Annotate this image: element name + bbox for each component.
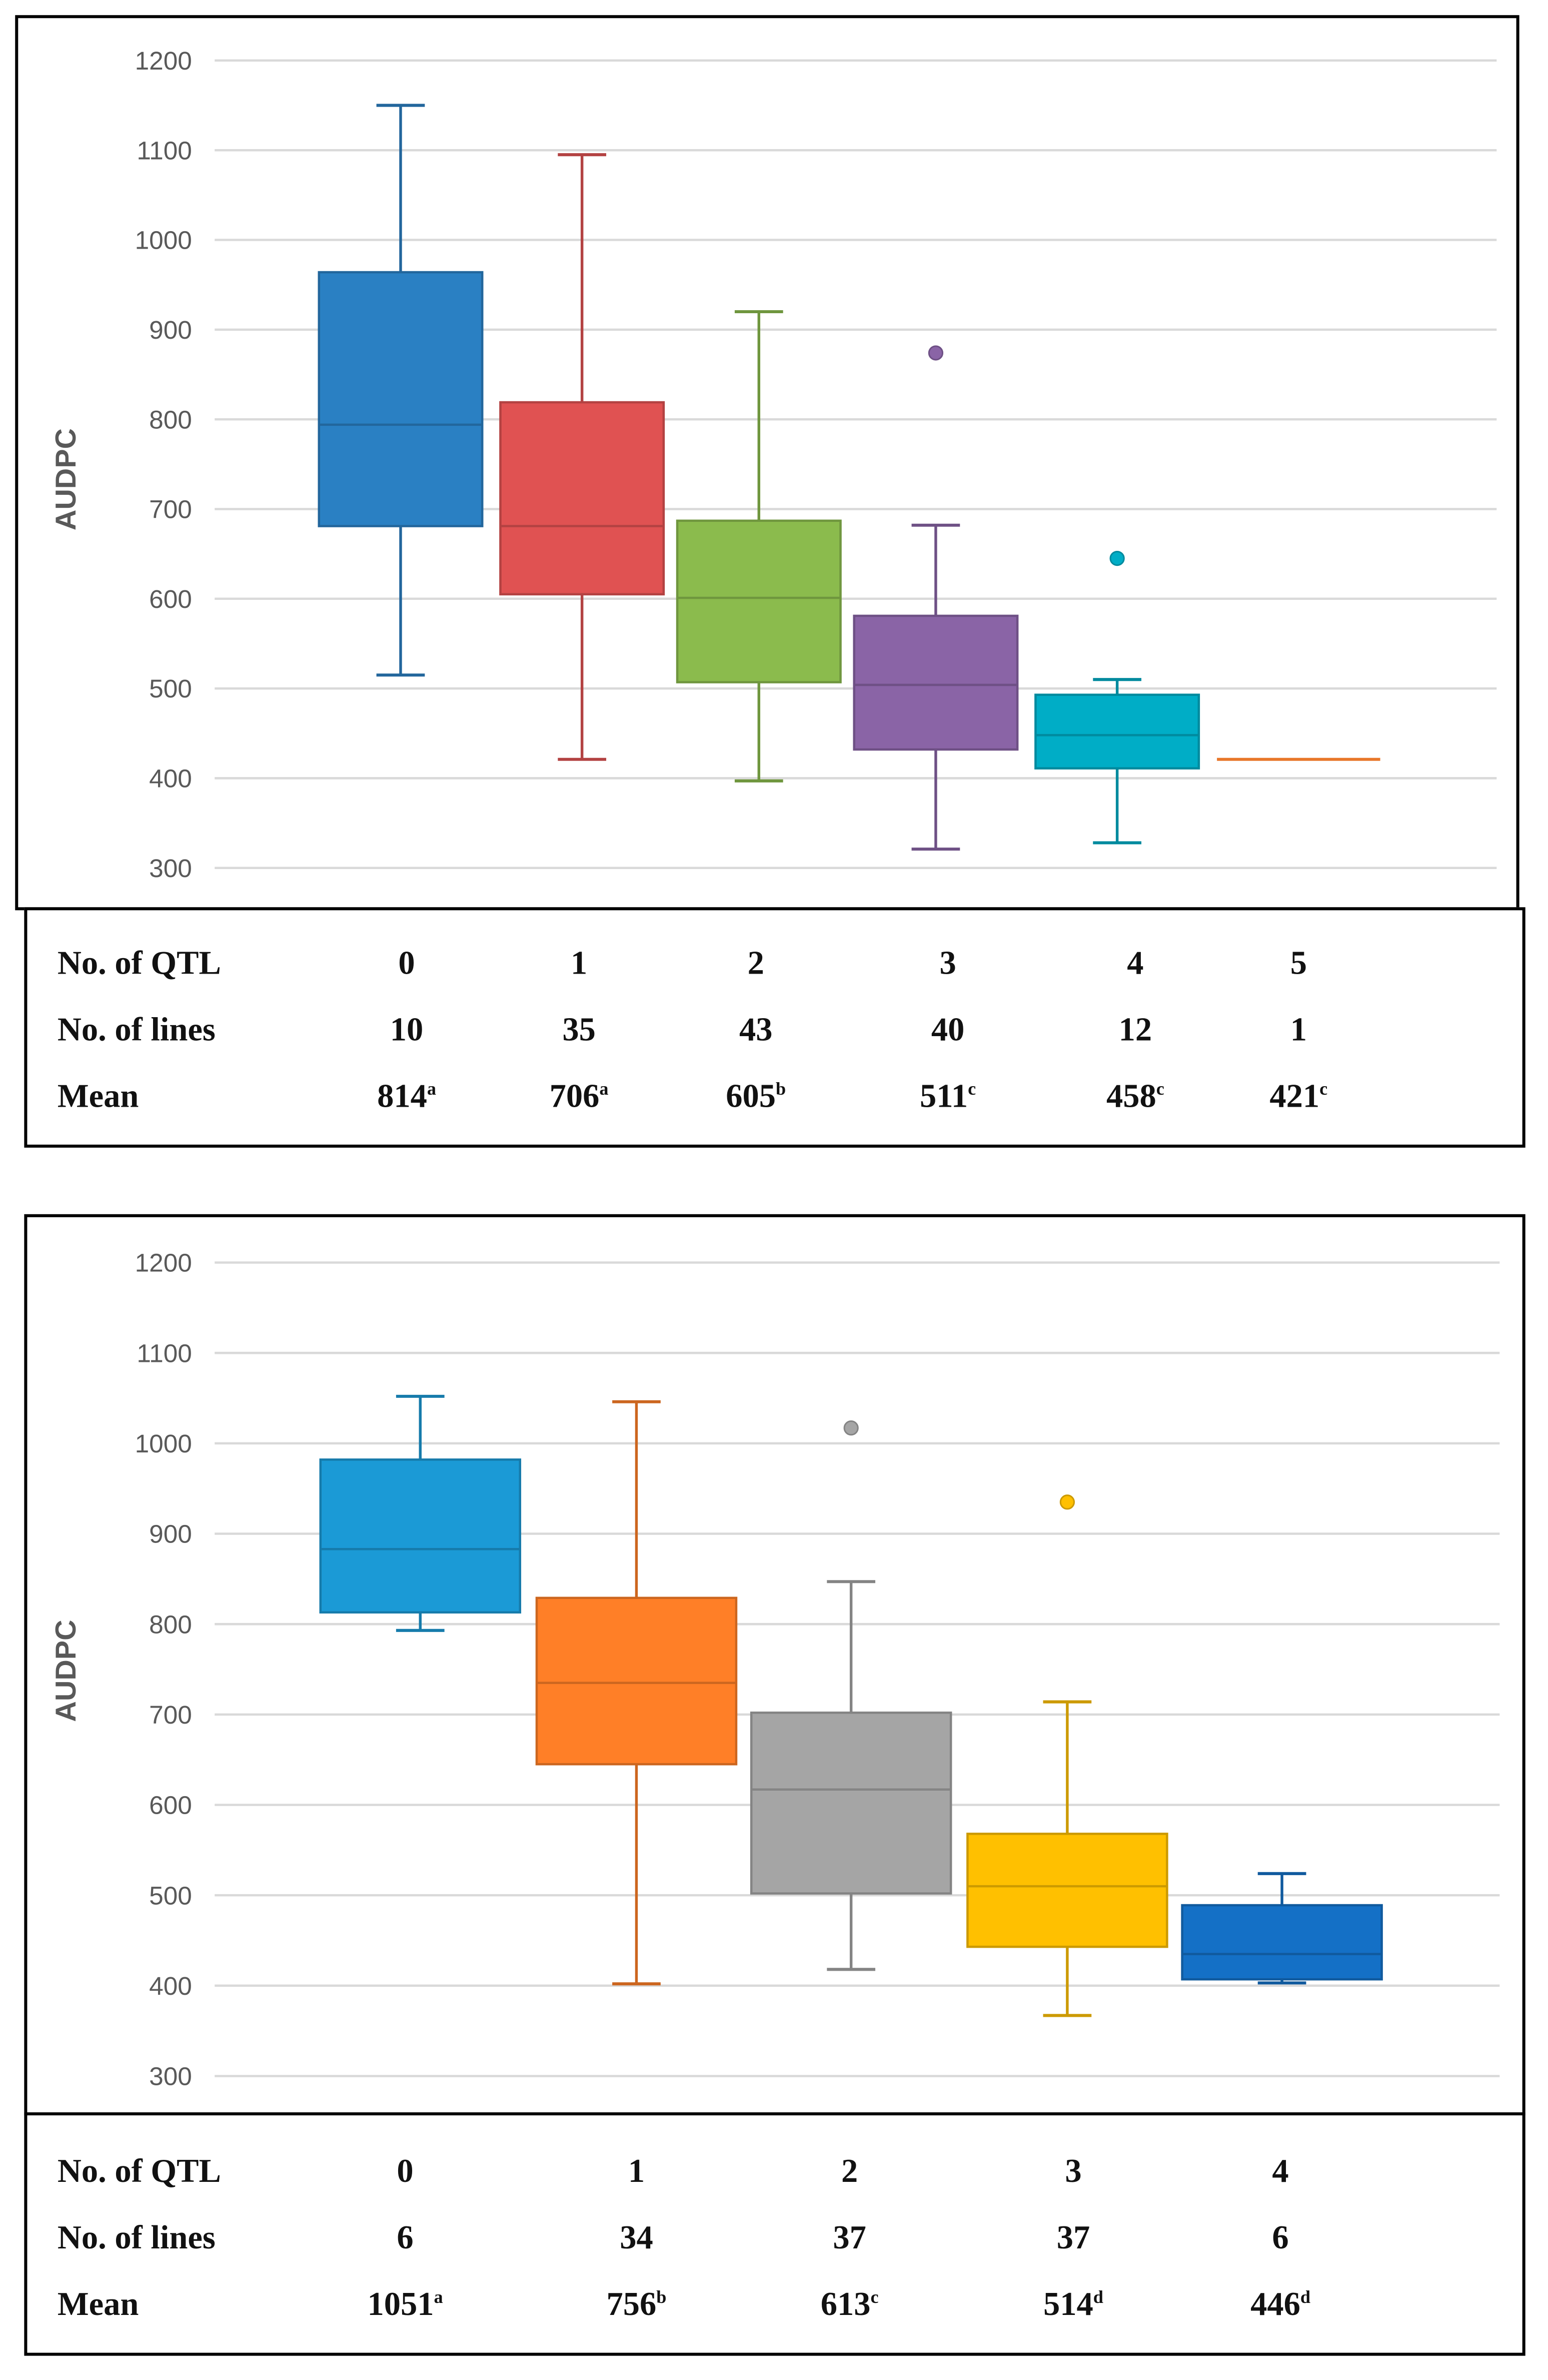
- mean-cell: 446d: [1250, 2284, 1311, 2323]
- y-tick-label: 800: [149, 405, 192, 434]
- mean-cell: 511c: [920, 1076, 976, 1115]
- lines-count-cell: 10: [390, 1010, 424, 1048]
- lines-count-cell: 6: [1272, 2218, 1289, 2256]
- y-tick-label: 1100: [137, 1338, 192, 1367]
- box-4: [1034, 693, 1200, 769]
- row-label: Mean: [57, 1076, 139, 1115]
- lines-count-cell: 43: [739, 1010, 773, 1048]
- box-3: [853, 614, 1019, 751]
- lines-count-cell: 1: [1290, 1010, 1307, 1048]
- significance-letter: b: [776, 1078, 786, 1100]
- significance-letter: a: [599, 1078, 609, 1100]
- box-4: [1181, 1904, 1383, 1981]
- significance-letter: c: [870, 2286, 879, 2307]
- significance-letter: a: [427, 1078, 436, 1100]
- y-tick-label: 400: [149, 1971, 192, 2000]
- mean-cell: 605b: [726, 1076, 786, 1115]
- qtl-count-cell: 3: [1065, 2151, 1082, 2190]
- chart-panel-2: 300 400 500 600 700 800 900 1000 1100 1200 AUDPC: [24, 1214, 1525, 2116]
- qtl-count-cell: 4: [1272, 2151, 1289, 2190]
- mean-cell: 421c: [1269, 1076, 1328, 1115]
- y-tick-label: 900: [149, 1519, 192, 1548]
- qtl-count-cell: 4: [1127, 943, 1144, 982]
- significance-letter: c: [1319, 1078, 1328, 1100]
- mean-cell: 706a: [549, 1076, 609, 1115]
- qtl-count-cell: 0: [397, 2151, 414, 2190]
- outlier-point-2: [843, 1420, 859, 1436]
- y-tick-label: 700: [149, 495, 192, 524]
- y-tick-label: 600: [149, 1791, 192, 1820]
- qtl-count-cell: 3: [939, 943, 956, 982]
- significance-letter: d: [1300, 2286, 1311, 2307]
- lines-count-cell: 6: [397, 2218, 414, 2256]
- y-axis-title: AUDPC: [50, 1620, 82, 1722]
- outlier-point-3: [928, 345, 944, 361]
- box-1: [535, 1597, 738, 1766]
- qtl-count-cell: 5: [1290, 943, 1307, 982]
- y-tick-label: 900: [149, 315, 192, 344]
- y-tick-label: 500: [149, 674, 192, 703]
- mean-cell: 814a: [377, 1076, 436, 1115]
- lines-count-cell: 37: [1056, 2218, 1090, 2256]
- box-0: [318, 271, 484, 527]
- y-tick-label: 500: [149, 1881, 192, 1910]
- boxplot-chart-2: 300 400 500 600 700 800 900 1000 1100 1200 AUDPC: [50, 1248, 1500, 2091]
- row-label: Mean: [57, 2284, 139, 2323]
- lines-count-cell: 35: [562, 1010, 596, 1048]
- y-tick-label: 1200: [135, 46, 192, 75]
- significance-letter: c: [968, 1078, 976, 1100]
- box-2: [750, 1711, 952, 1895]
- lines-count-cell: 12: [1118, 1010, 1152, 1048]
- row-label: No. of QTL: [57, 943, 221, 982]
- qtl-count-cell: 1: [628, 2151, 645, 2190]
- significance-letter: c: [1156, 1078, 1164, 1100]
- lines-count-cell: 37: [833, 2218, 866, 2256]
- y-axis-title: AUDPC: [50, 428, 82, 530]
- y-tick-label: 1000: [135, 1429, 192, 1458]
- significance-letter: b: [656, 2286, 667, 2307]
- row-label: No. of lines: [57, 2218, 216, 2256]
- qtl-count-cell: 2: [747, 943, 764, 982]
- outlier-point-3: [1059, 1494, 1075, 1510]
- significance-letter: d: [1093, 2286, 1103, 2307]
- table-panel-1: No. of QTL No. of lines Mean 0 1 2 3 4 5 10 35 43 40…: [24, 907, 1525, 1148]
- significance-letter: a: [434, 2286, 443, 2307]
- qtl-count-cell: 2: [841, 2151, 858, 2190]
- row-label: No. of lines: [57, 1010, 216, 1048]
- mean-cell: 514d: [1043, 2284, 1103, 2323]
- y-tick-label: 600: [149, 584, 192, 613]
- y-tick-label: 700: [149, 1700, 192, 1729]
- lines-count-cell: 40: [931, 1010, 965, 1048]
- mean-cell: 1051a: [367, 2284, 443, 2323]
- qtl-count-cell: 1: [570, 943, 588, 982]
- mean-cell: 756b: [606, 2284, 667, 2323]
- lines-count-cell: 34: [620, 2218, 653, 2256]
- y-tick-label: 1100: [137, 136, 192, 165]
- y-tick-label: 1000: [135, 226, 192, 255]
- y-tick-label: 300: [149, 854, 192, 883]
- table-panel-2: No. of QTL No. of lines Mean 0 1 2 3 4 6 34 37 37 6 1…: [24, 2112, 1525, 2356]
- qtl-count-cell: 0: [398, 943, 415, 982]
- box-2: [676, 519, 842, 683]
- box-3: [966, 1833, 1168, 1948]
- chart-panel-1: 300 400 500 600 700 800 900 1000 1100 1200 AUDPC: [15, 15, 1519, 911]
- box-0: [319, 1458, 522, 1614]
- y-tick-label: 400: [149, 764, 192, 793]
- outlier-point-4: [1109, 550, 1125, 566]
- boxplot-chart-1: 300 400 500 600 700 800 900 1000 1100 1200 AUDPC: [50, 46, 1497, 883]
- mean-cell: 458c: [1106, 1076, 1164, 1115]
- mean-cell: 613c: [820, 2284, 879, 2323]
- y-tick-label: 800: [149, 1610, 192, 1639]
- row-label: No. of QTL: [57, 2151, 221, 2190]
- y-tick-label: 300: [149, 2062, 192, 2091]
- y-tick-label: 1200: [135, 1248, 192, 1277]
- box-1: [499, 401, 665, 596]
